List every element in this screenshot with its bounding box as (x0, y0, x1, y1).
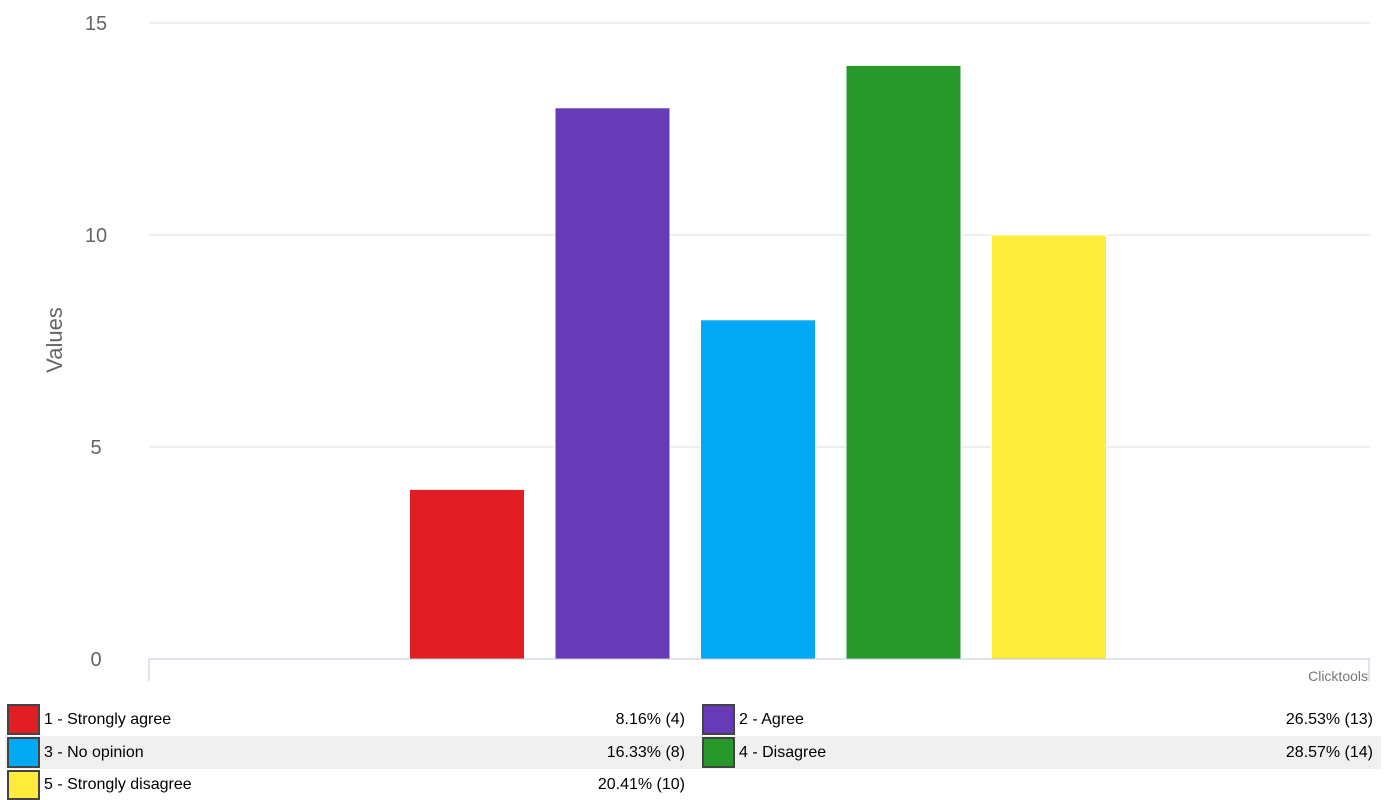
legend-value: 20.41% (10) (597, 776, 685, 793)
legend-swatch (7, 770, 40, 800)
bar-1 (409, 488, 525, 660)
legend-swatch (702, 704, 735, 735)
legend-label: 5 - Strongly disagree (44, 776, 192, 793)
legend-swatch (7, 704, 40, 735)
legend-row: 5 - Strongly disagree 20.41% (10) (5, 769, 1381, 800)
legend-row: 3 - No opinion 16.33% (8) 4 - Disagree 2… (5, 736, 1381, 769)
legend-swatch (702, 737, 735, 768)
bar-4 (845, 64, 962, 660)
y-tick-label: 10 (85, 225, 107, 247)
credit-label: Clicktools (1308, 668, 1368, 684)
bar-5 (991, 234, 1107, 660)
legend-entry-strongly-agree: 1 - Strongly agree 8.16% (4) (5, 703, 693, 736)
legend-value: 8.16% (4) (615, 711, 685, 728)
legend-entry-agree: 2 - Agree 26.53% (13) (700, 703, 1381, 736)
legend-value: 28.57% (14) (1285, 744, 1373, 761)
legend-value: 26.53% (13) (1285, 711, 1373, 728)
bar-chart: 0 5 10 15 Values Clicktools (42, 13, 1370, 684)
y-axis-ticks: 0 5 10 15 (85, 13, 107, 671)
y-axis-label: Values (42, 307, 67, 373)
legend-label: 4 - Disagree (739, 744, 827, 761)
legend-entry-strongly-disagree: 5 - Strongly disagree 20.41% (10) (5, 769, 693, 800)
y-tick-label: 15 (85, 13, 107, 35)
legend-label: 1 - Strongly agree (44, 711, 172, 728)
legend-row: 1 - Strongly agree 8.16% (4) 2 - Agree 2… (5, 703, 1381, 736)
bar-2 (554, 107, 671, 660)
y-tick-label: 5 (90, 437, 101, 459)
bar-3 (700, 319, 816, 660)
bars (409, 64, 1107, 660)
legend-swatch (7, 737, 40, 768)
legend-label: 3 - No opinion (44, 744, 144, 761)
legend-entry-no-opinion: 3 - No opinion 16.33% (8) (5, 736, 693, 769)
legend-label: 2 - Agree (739, 711, 804, 728)
y-tick-label: 0 (90, 649, 101, 671)
legend-value: 16.33% (8) (606, 744, 685, 761)
legend-entry-disagree: 4 - Disagree 28.57% (14) (700, 736, 1381, 769)
